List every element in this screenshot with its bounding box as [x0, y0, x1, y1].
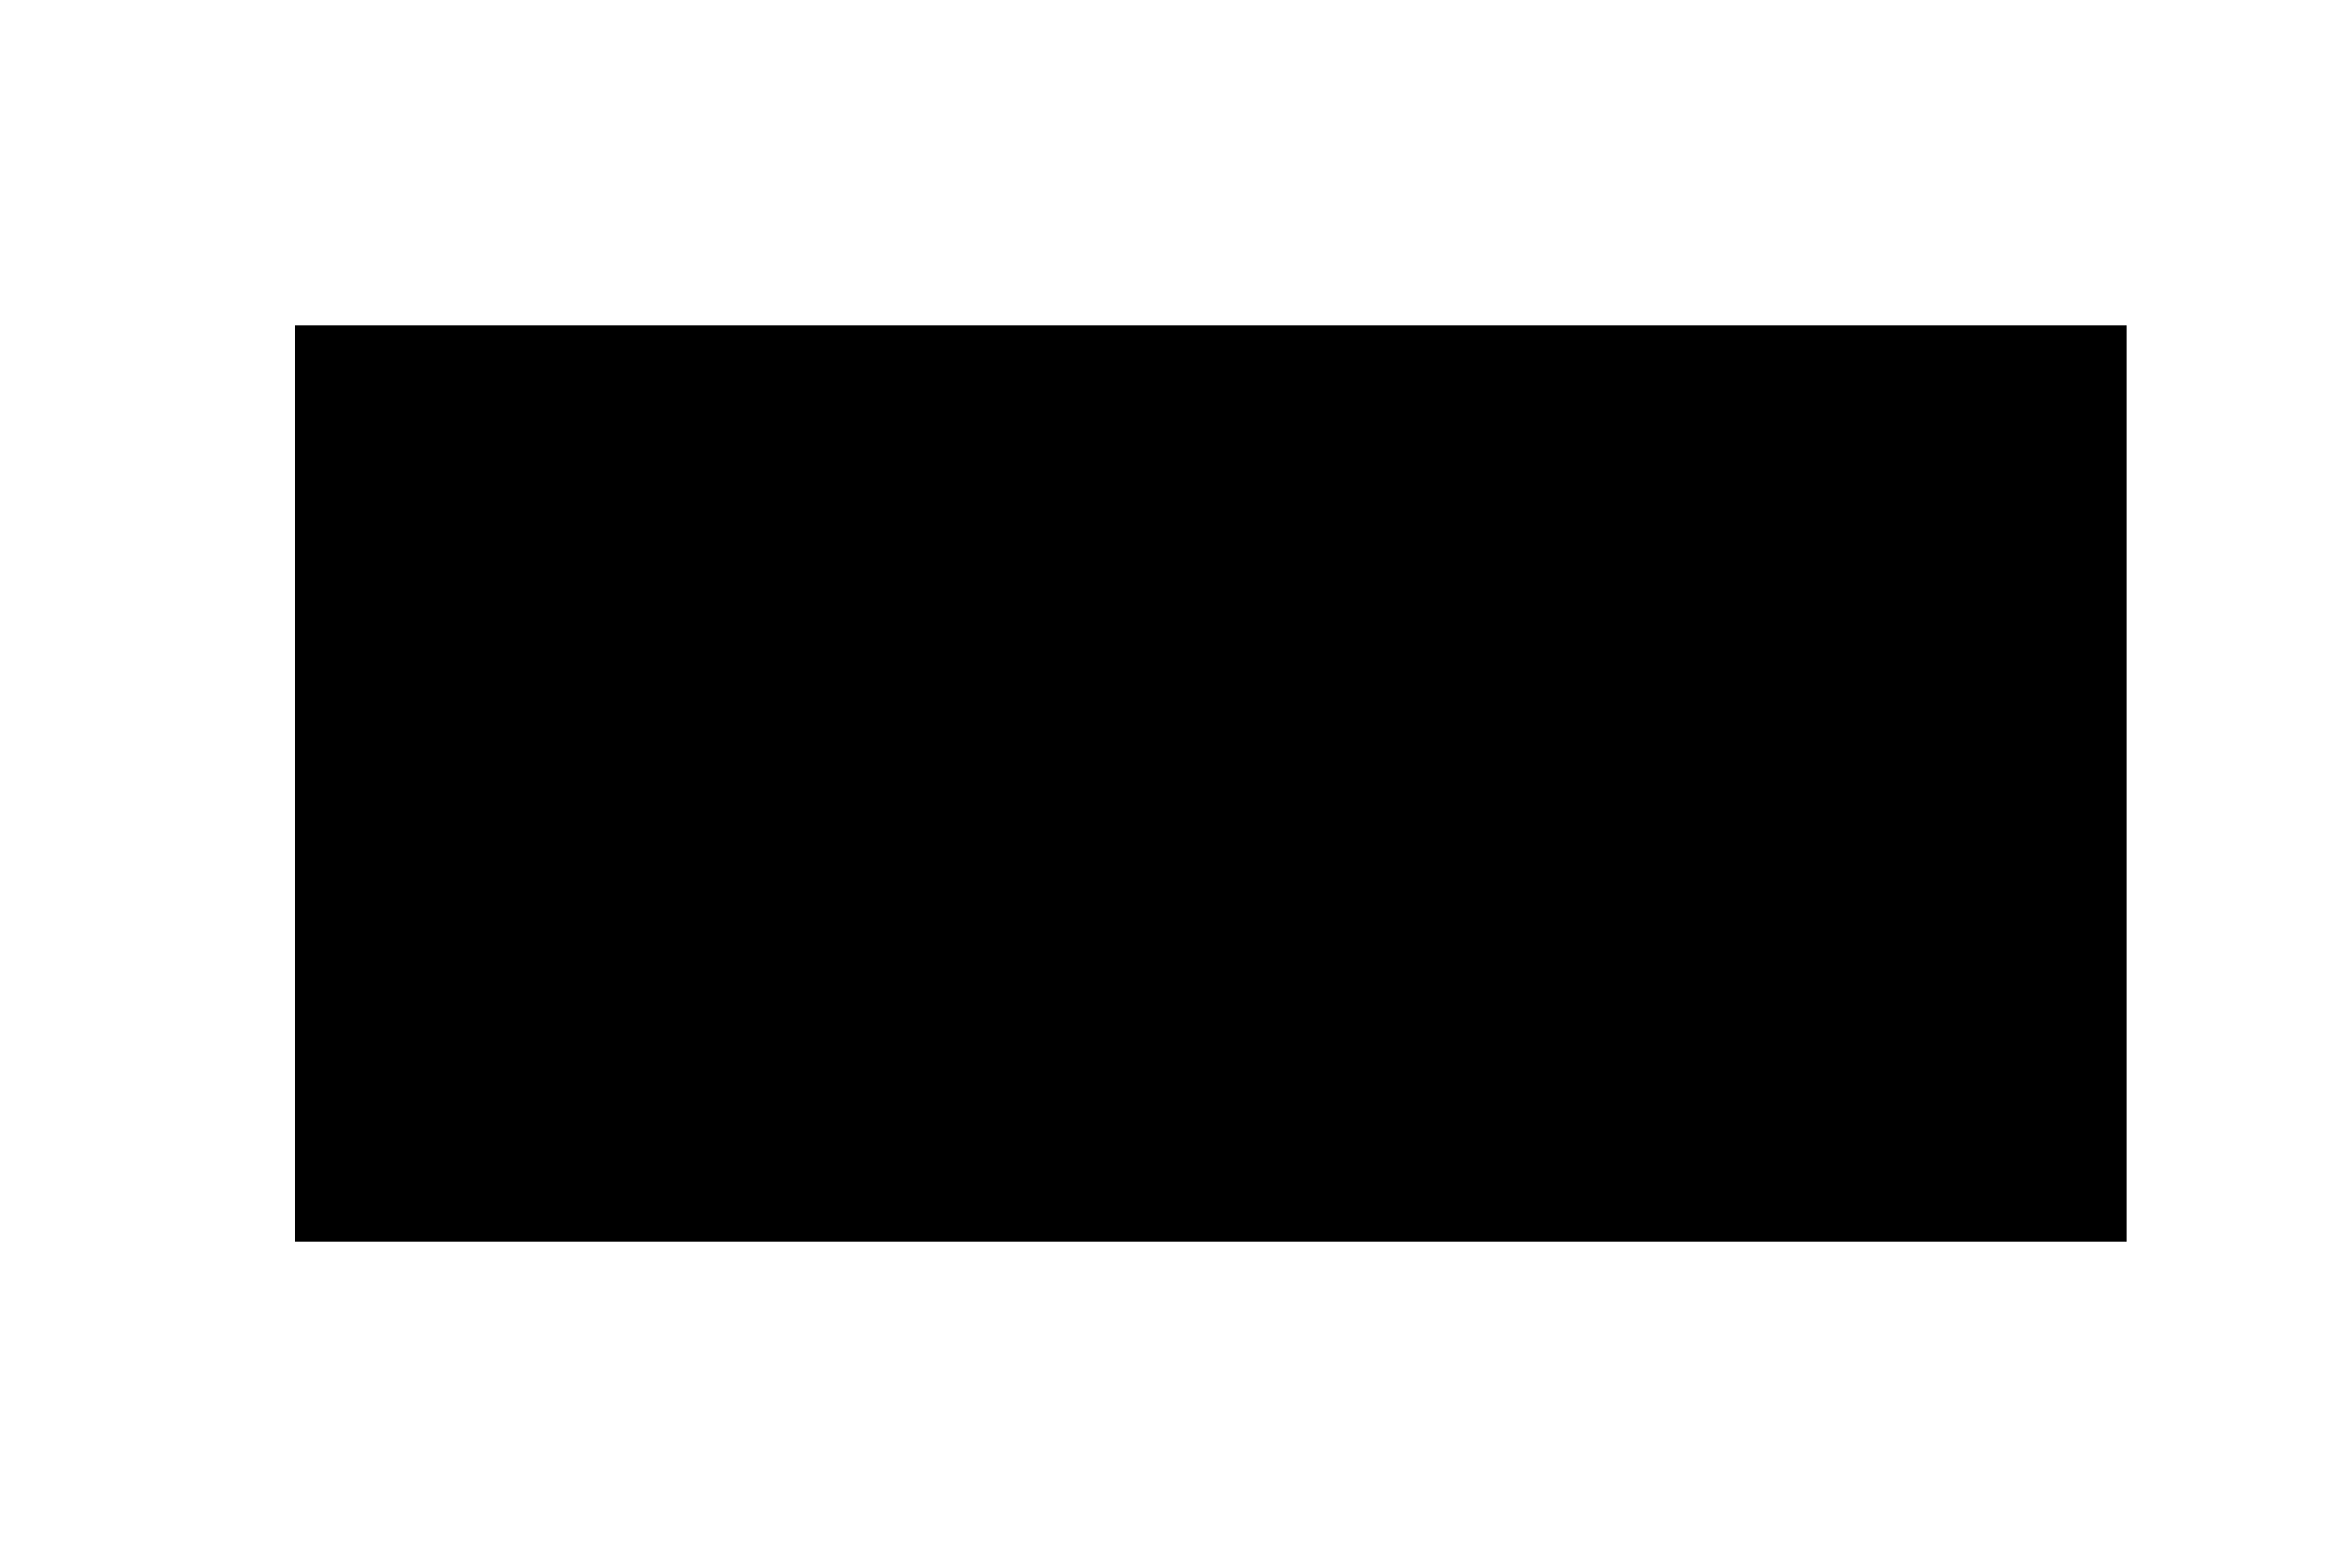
word-cloud	[295, 325, 2127, 1242]
